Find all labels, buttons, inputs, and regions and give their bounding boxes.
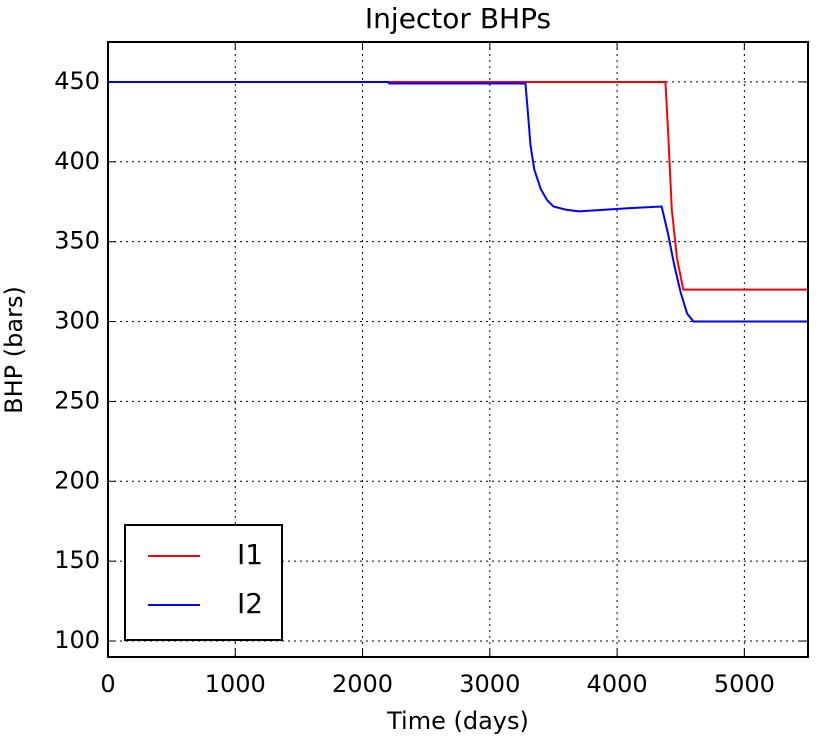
line-series: [108, 80, 808, 291]
y-tick-label: 400: [54, 147, 100, 175]
legend-label: I2: [237, 587, 263, 620]
x-tick-label: 0: [100, 670, 115, 698]
legend-label: I1: [237, 538, 263, 571]
x-tick-label: 3000: [459, 670, 520, 698]
x-tick-label: 2000: [332, 670, 393, 698]
y-tick-label: 100: [54, 626, 100, 654]
chart-title: Injector BHPs: [365, 2, 551, 35]
y-tick-label: 450: [54, 67, 100, 95]
y-tick-label: 150: [54, 546, 100, 574]
y-tick-label: 250: [54, 386, 100, 414]
y-tick-label: 200: [54, 466, 100, 494]
x-tick-label: 4000: [587, 670, 648, 698]
line-series: [108, 80, 808, 323]
legend-box: [124, 524, 283, 641]
x-tick-label: 1000: [205, 670, 266, 698]
x-tick-label: 5000: [714, 670, 775, 698]
y-tick-label: 350: [54, 227, 100, 255]
plot-frame: [107, 41, 809, 658]
y-axis-label: BHP (bars): [0, 286, 28, 414]
y-tick-label: 300: [54, 307, 100, 335]
x-axis-label: Time (days): [386, 707, 529, 735]
